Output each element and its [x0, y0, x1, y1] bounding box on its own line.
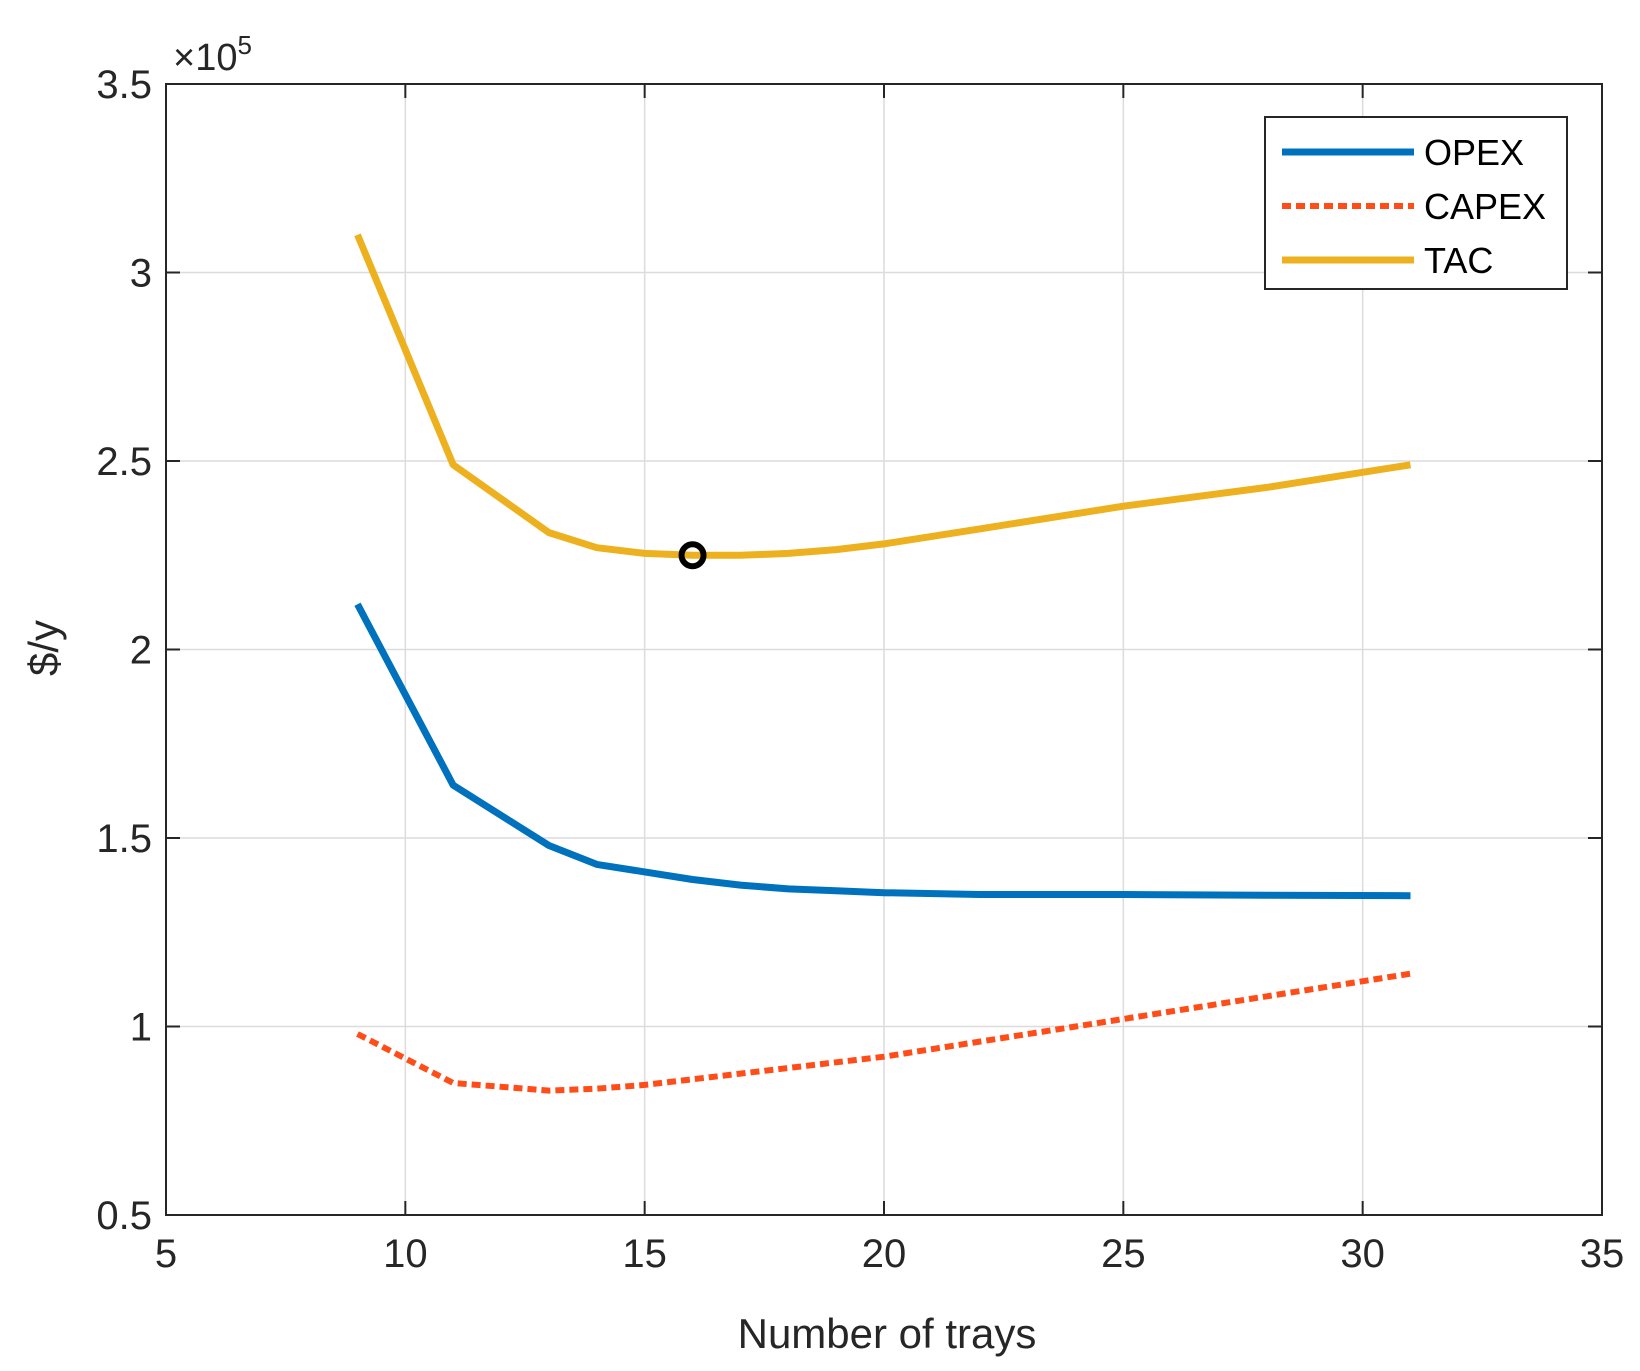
legend: OPEX CAPEX TAC: [1264, 116, 1568, 290]
tick-marks: [165, 83, 1603, 1216]
y-tick-label: 2: [130, 629, 152, 673]
x-tick-label: 15: [622, 1232, 667, 1276]
x-axis-label: Number of trays: [738, 1310, 1037, 1357]
y-tick-label: 3: [130, 252, 152, 296]
series-line-opex: [354, 602, 1411, 900]
y-tick-label: 2.5: [96, 440, 152, 484]
x-tick-label: 5: [155, 1232, 177, 1276]
x-tick-label: 20: [862, 1232, 907, 1276]
x-tick-label: 10: [383, 1232, 428, 1276]
markers: [678, 541, 707, 570]
tac-minimum-marker: [678, 541, 707, 570]
legend-label-tac: TAC: [1424, 240, 1493, 281]
x-tick-label: 35: [1580, 1232, 1625, 1276]
series-line-tac: [354, 233, 1412, 559]
y-exponent-label: ×105: [173, 30, 252, 79]
y-tick-label: 3.5: [96, 63, 152, 107]
x-tick-label: 25: [1101, 1232, 1146, 1276]
legend-label-capex: CAPEX: [1424, 186, 1546, 227]
y-tick-label: 0.5: [96, 1194, 152, 1238]
y-tick-label: 1: [130, 1006, 152, 1050]
series-lines: [354, 233, 1412, 1094]
tick-labels: 5 10 15 20 25 30 35 0.5 1 1.5 2 2.5 3 3.5: [96, 63, 1624, 1276]
series-line-capex: [356, 970, 1411, 1094]
y-tick-label: 1.5: [96, 817, 152, 861]
y-axis-label: $/y: [20, 620, 67, 676]
legend-label-opex: OPEX: [1424, 132, 1524, 173]
x-tick-label: 30: [1340, 1232, 1385, 1276]
